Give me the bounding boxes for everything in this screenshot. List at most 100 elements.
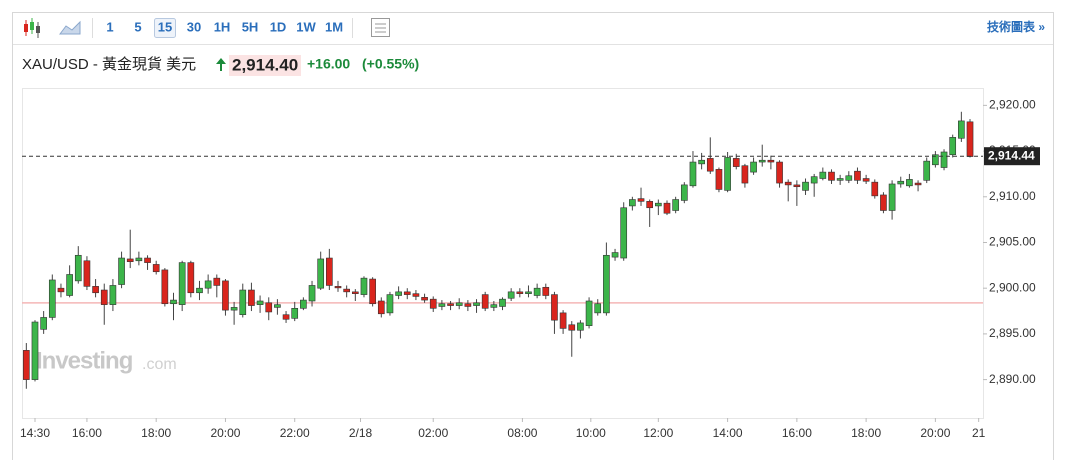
candle-body — [196, 287, 203, 294]
x-tick-label: 16:00 — [782, 426, 812, 440]
candle-icon[interactable] — [24, 18, 40, 38]
candle-body — [862, 178, 870, 182]
candle-body — [22, 350, 30, 380]
y-tick-label: 2,920.00 — [989, 98, 1036, 112]
x-tick-label: 22:00 — [280, 426, 310, 440]
candle-body — [542, 286, 550, 296]
candle-body — [620, 207, 628, 259]
candle-body — [40, 317, 47, 330]
candle-body — [317, 258, 325, 289]
x-tick-label: 14:00 — [713, 426, 743, 440]
candle-body — [663, 202, 671, 214]
candle-body — [689, 161, 697, 187]
last-price-label: 2,914.44 — [988, 148, 1035, 162]
candle-body — [559, 312, 567, 329]
candle-body — [256, 300, 264, 305]
candle-body — [187, 262, 195, 294]
candle-body — [386, 294, 394, 314]
x-tick-label: 08:00 — [507, 426, 537, 440]
last-price-tag — [984, 147, 1040, 166]
candle-body — [750, 161, 757, 173]
candle-body — [551, 294, 558, 321]
candle-body — [966, 121, 974, 157]
change: +16.00 — [307, 56, 350, 72]
candle-body — [516, 291, 524, 294]
candle-body — [706, 158, 714, 172]
candle-body — [213, 277, 221, 286]
candle-body — [282, 314, 290, 320]
candle-body — [784, 181, 792, 186]
candle-body — [715, 169, 723, 190]
candle-body — [880, 194, 887, 211]
candle-body — [655, 202, 662, 207]
interval-button[interactable]: 5 — [134, 19, 141, 34]
candle-body — [429, 298, 437, 309]
candle-body — [906, 179, 913, 187]
y-tick-label: 2,905.00 — [989, 235, 1036, 249]
candle-body — [629, 199, 636, 207]
candle-body — [334, 286, 342, 289]
symbol: XAU/USD - 黃金現貨 美元 — [22, 56, 196, 73]
price-flash — [229, 55, 301, 76]
candle-body — [178, 262, 186, 305]
candle-body — [819, 171, 827, 179]
candle-body — [585, 300, 593, 326]
candle-body — [66, 274, 73, 296]
price: 2,914.40 — [232, 55, 298, 74]
candle-body — [481, 294, 489, 309]
candle-body — [958, 120, 965, 139]
interval-button[interactable]: 1D — [270, 19, 287, 34]
candle-body — [810, 176, 818, 184]
candle-body — [343, 288, 350, 293]
candle-body — [845, 175, 853, 181]
candle-body — [126, 258, 134, 262]
candle-body — [109, 285, 117, 305]
interval-button[interactable]: 30 — [187, 19, 201, 34]
candle-body — [490, 304, 498, 308]
candle-body — [836, 178, 844, 181]
candle-body — [447, 303, 454, 306]
candle-body — [603, 254, 610, 314]
selected-interval — [154, 18, 176, 38]
candle-body — [758, 159, 766, 163]
candle-body — [525, 291, 532, 294]
technical-link[interactable]: 技術圖表 » — [987, 19, 1045, 34]
candle-body — [92, 286, 99, 294]
candle-body — [369, 278, 376, 305]
candle-body — [48, 279, 56, 318]
candle-body — [403, 291, 411, 295]
candle-body — [672, 199, 679, 211]
watermark: Investing — [36, 347, 133, 374]
up-arrow — [216, 58, 226, 71]
candle-body — [473, 302, 480, 306]
settings-icon[interactable] — [371, 18, 390, 37]
candle-body — [57, 287, 65, 293]
area-icon[interactable] — [59, 20, 81, 35]
candle-body — [741, 165, 749, 184]
x-tick-label: 20:00 — [210, 426, 240, 440]
candle-body — [732, 158, 740, 167]
y-tick-label: 2,900.00 — [989, 280, 1036, 294]
interval-button[interactable]: 1H — [214, 19, 231, 34]
interval-button[interactable]: 5H — [242, 19, 259, 34]
candle-body — [291, 308, 299, 319]
candle-body — [940, 151, 948, 168]
candle-body — [767, 159, 775, 163]
interval-button[interactable]: 1M — [325, 19, 343, 34]
change-pct: (+0.55%) — [362, 56, 419, 72]
interval-button[interactable]: 1 — [106, 19, 113, 34]
x-tick-label: 16:00 — [72, 426, 102, 440]
candle-body — [854, 170, 861, 181]
candle-body — [377, 300, 385, 315]
interval-button[interactable]: 1W — [296, 19, 316, 34]
candle-body — [74, 254, 82, 282]
candle-body — [204, 280, 212, 289]
candle-body — [135, 257, 143, 262]
candle-body — [161, 269, 169, 305]
candle-body — [351, 291, 359, 294]
x-tick-label: 02:00 — [418, 426, 448, 440]
interval-button[interactable]: 15 — [158, 19, 172, 34]
candle-body — [507, 291, 515, 299]
candle-body — [230, 307, 238, 311]
